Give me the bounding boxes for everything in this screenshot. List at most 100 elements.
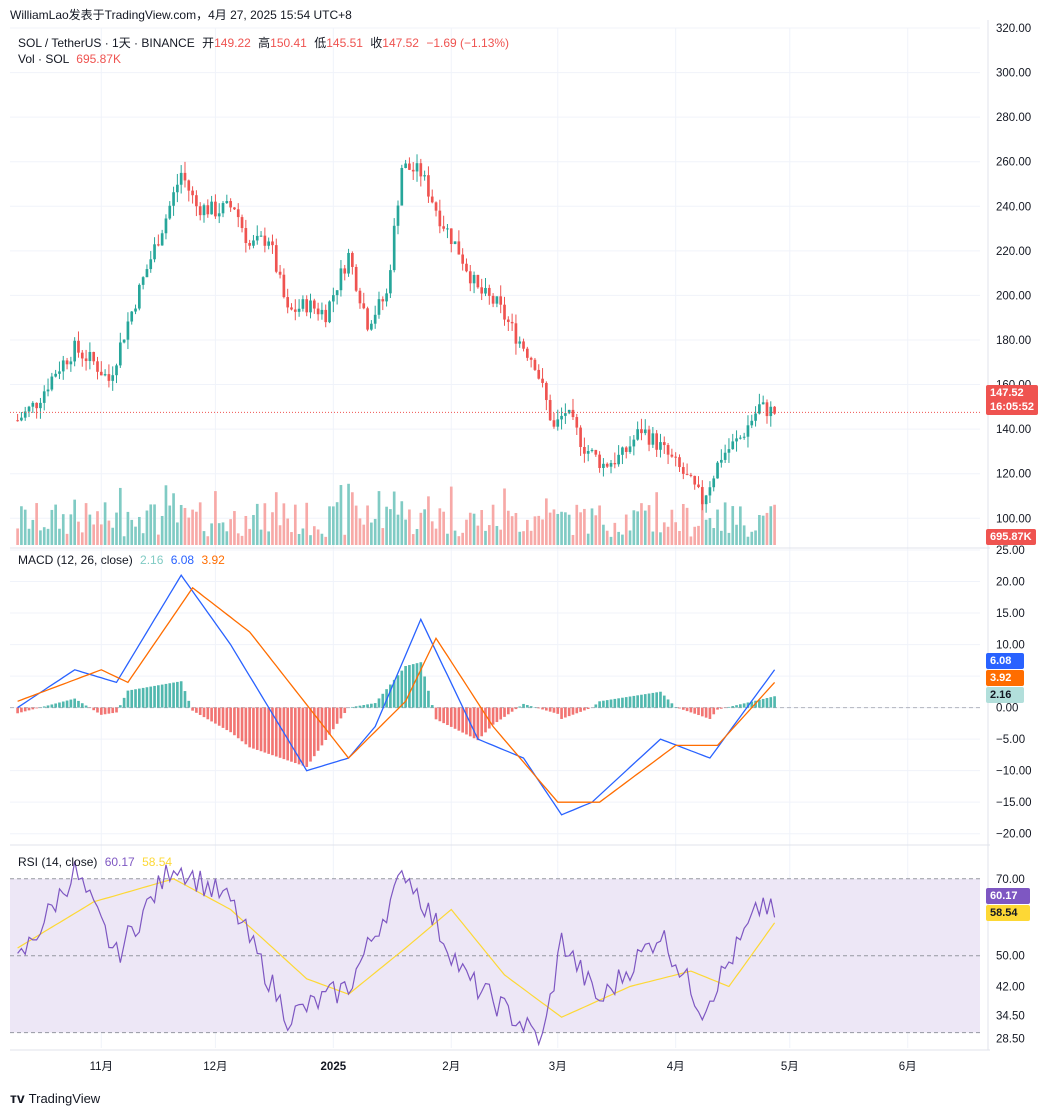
volume-bar: [271, 512, 274, 545]
ohlc-legend[interactable]: SOL / TetherUS · 1天 · BINANCE 开149.22 高1…: [18, 34, 509, 51]
volume-bar: [643, 510, 647, 545]
watermark: WilliamLao发表于TradingView.com，4月 27, 2025…: [10, 8, 352, 22]
volume-bar: [42, 527, 46, 545]
candle-body: [697, 484, 700, 488]
macd-histogram-bar: [727, 706, 731, 708]
volume-bar: [23, 509, 27, 545]
macd-histogram-bar: [191, 707, 194, 711]
macd-histogram-bar: [579, 707, 582, 712]
volume-bar: [339, 485, 343, 545]
candle-body: [396, 205, 400, 226]
candle-body: [651, 433, 655, 445]
candle-body: [571, 409, 575, 418]
candle-body: [438, 210, 442, 227]
volume-bar: [240, 535, 244, 545]
candle-body: [586, 451, 590, 454]
macd-histogram-bar: [61, 701, 65, 708]
candle-body: [278, 271, 282, 275]
volume-bar: [263, 503, 267, 545]
volume-bar: [255, 503, 259, 545]
macd-histogram-bar: [320, 707, 324, 746]
volume-bar: [693, 526, 697, 545]
macd-histogram-bar: [491, 707, 495, 725]
macd-histogram-bar: [145, 687, 149, 708]
volume-bar: [99, 524, 103, 545]
candle-body: [408, 163, 411, 170]
macd-histogram-bar: [689, 707, 693, 713]
candle-body: [495, 296, 499, 304]
macd-histogram-bar: [457, 707, 461, 731]
macd-legend[interactable]: MACD (12, 26, close) 2.16 6.08 3.92: [18, 553, 225, 567]
macd-histogram-bar: [263, 707, 267, 753]
volume-bar: [385, 506, 388, 545]
volume-bar: [758, 515, 761, 545]
volume-bar: [716, 509, 719, 545]
macd-histogram-bar: [96, 707, 99, 713]
volume-bar: [214, 491, 217, 545]
volume-bar: [392, 491, 396, 545]
macd-histogram-bar: [499, 707, 503, 720]
volume-bar: [434, 528, 438, 545]
volume-bar: [685, 507, 689, 545]
macd-histogram-bar: [442, 707, 445, 724]
candle-body: [309, 300, 312, 313]
candle-body: [191, 190, 194, 196]
macd-histogram-bar: [659, 691, 662, 708]
hist-tag: 2.16: [986, 687, 1024, 703]
macd-histogram-bar: [316, 707, 320, 751]
volume-bar: [503, 488, 506, 545]
macd-histogram-bar: [594, 704, 598, 708]
candle-body: [252, 240, 255, 246]
volume-bar: [529, 530, 533, 545]
candle-body: [617, 454, 620, 465]
macd-histogram-bar: [332, 707, 335, 730]
volume-bar: [522, 531, 525, 545]
macd-histogram-bar: [472, 707, 476, 739]
last-price-tag: 147.52 16:05:52: [986, 385, 1039, 415]
macd-histogram-bar: [259, 707, 263, 752]
macd-tick-label: 25.00: [996, 545, 1025, 557]
macd-histogram-bar: [742, 703, 746, 708]
volume-bar: [666, 526, 670, 545]
volume-bar: [727, 532, 731, 545]
macd-histogram-bar: [487, 707, 491, 729]
volume-bar: [332, 506, 335, 545]
rsi-ma-line: [17, 878, 776, 1018]
macd-histogram-bar: [187, 700, 191, 708]
volume-bar: [659, 532, 662, 545]
price-tick-label: 120.00: [996, 469, 1031, 481]
candlesticks: [10, 154, 980, 513]
volume-legend[interactable]: Vol · SOL 695.87K: [18, 52, 121, 66]
candle-body: [400, 167, 404, 206]
macd-histogram-bar: [130, 689, 134, 708]
volume-bar: [50, 509, 54, 545]
volume-bar: [233, 511, 236, 545]
candle-body: [731, 441, 735, 450]
volume-bar: [624, 514, 628, 545]
macd-histogram-bar: [731, 706, 735, 708]
volume-bar: [252, 515, 255, 545]
volume-bar: [636, 511, 639, 545]
macd-histogram-bar: [286, 707, 290, 761]
volume-bar: [107, 520, 111, 545]
tradingview-logo[interactable]: ᴛᴠ TradingView: [10, 1090, 100, 1106]
macd-histogram-bar: [419, 662, 423, 708]
candle-body: [39, 402, 42, 409]
volume-tag: 695.87K: [986, 529, 1036, 545]
macd-histogram-bar: [31, 707, 35, 710]
macd-histogram-bar: [164, 683, 168, 708]
volume-bar: [662, 522, 666, 545]
candle-body: [103, 374, 107, 376]
candle-body: [46, 389, 50, 392]
rsi-legend[interactable]: RSI (14, close) 60.17 58.54: [18, 855, 172, 869]
volume-bar: [206, 536, 210, 545]
candle-body: [769, 406, 773, 417]
macd-histogram-bar: [358, 705, 362, 708]
candle-body: [271, 241, 274, 246]
macd-histogram-bar: [172, 682, 175, 708]
candle-body: [274, 245, 278, 272]
volume-bar: [590, 508, 594, 545]
bar-countdown: 16:05:52: [990, 401, 1035, 413]
macd-histogram-bar: [153, 685, 156, 708]
